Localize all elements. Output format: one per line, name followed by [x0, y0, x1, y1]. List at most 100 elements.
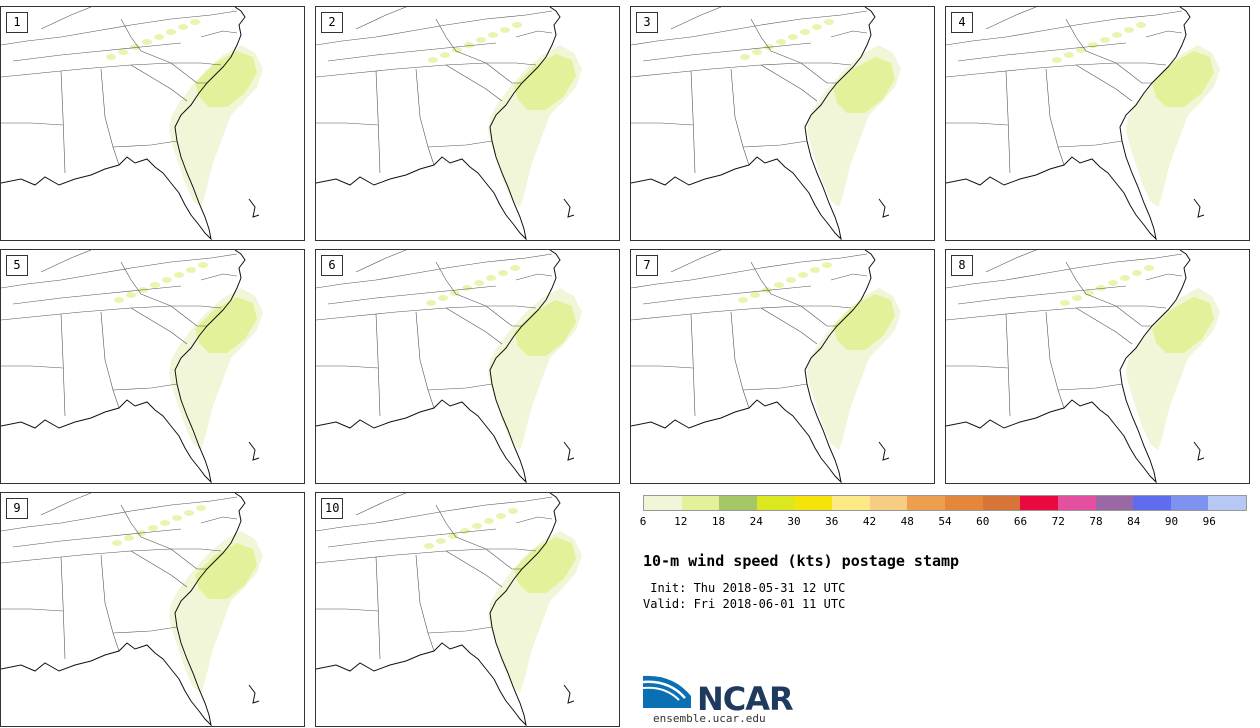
wind-patch — [448, 533, 458, 539]
member-panel-2: 2 — [315, 6, 620, 241]
colorbar-tick-label: 78 — [1089, 515, 1103, 528]
state-border — [120, 504, 172, 550]
state-border — [642, 42, 812, 62]
state-border — [800, 305, 837, 327]
island — [1193, 441, 1205, 461]
state-border — [750, 18, 802, 64]
state-border — [435, 261, 487, 307]
state-border — [946, 253, 1183, 289]
wind-patch — [190, 19, 200, 25]
website-label: ensemble.ucar.edu — [653, 712, 766, 725]
colorbar-segment — [1170, 496, 1209, 510]
state-border — [1057, 140, 1123, 148]
state-border — [1065, 261, 1117, 307]
state-border — [40, 493, 92, 516]
colorbar-ticks: 6 12 18 24 30 36 42 48 54 60 66 72 78 84 90 96 — [640, 515, 1247, 529]
state-border — [316, 62, 537, 78]
wind-patch — [154, 34, 164, 40]
wind-patch — [822, 262, 832, 268]
state-border — [415, 311, 435, 409]
state-border — [355, 493, 407, 516]
state-border — [957, 285, 1127, 305]
wind-patch — [496, 513, 506, 519]
coastline — [316, 493, 561, 726]
wind-patch — [1088, 42, 1098, 48]
coastline — [631, 250, 876, 483]
state-border — [375, 313, 381, 417]
wind-map — [1, 7, 263, 240]
state-border — [60, 556, 66, 660]
wind-patch — [440, 52, 450, 58]
wind-patch — [1112, 32, 1122, 38]
state-border — [985, 7, 1037, 30]
state-border — [670, 250, 722, 273]
wind-patch — [472, 523, 482, 529]
state-border — [631, 122, 694, 126]
island — [878, 441, 890, 461]
state-border — [642, 285, 812, 305]
island — [878, 198, 890, 218]
wind-map — [631, 250, 901, 483]
state-border — [375, 70, 381, 174]
wind-12-18kt-area — [1152, 51, 1214, 107]
state-border — [100, 554, 120, 652]
wind-12-18kt-area — [195, 543, 257, 599]
colorbar-tick-label: 54 — [938, 515, 952, 528]
state-border — [12, 42, 182, 62]
state-border — [1005, 313, 1011, 417]
state-border — [946, 122, 1009, 126]
colorbar-segment — [794, 496, 833, 510]
state-border — [1045, 311, 1065, 409]
wind-patch — [476, 37, 486, 43]
state-border — [1145, 30, 1183, 38]
state-border — [316, 122, 379, 126]
state-border — [316, 253, 553, 289]
state-border — [100, 68, 120, 166]
island — [563, 684, 575, 704]
state-border — [60, 70, 66, 174]
state-border — [631, 305, 852, 321]
state-border — [1115, 62, 1152, 84]
state-border — [355, 7, 407, 30]
wind-12-18kt-area — [833, 57, 895, 113]
wind-patch — [174, 272, 184, 278]
colorbar-tick-label: 72 — [1051, 515, 1065, 528]
coastline — [631, 7, 876, 240]
init-time: Init: Thu 2018-05-31 12 UTC — [643, 581, 846, 595]
colorbar-segment — [644, 496, 682, 510]
wind-patch — [1072, 295, 1082, 301]
wind-patch — [178, 24, 188, 30]
state-border — [316, 365, 379, 369]
wind-patch — [428, 57, 438, 63]
state-border — [355, 250, 407, 273]
state-border — [112, 140, 178, 148]
wind-12-18kt-area — [514, 537, 576, 593]
state-border — [1065, 18, 1117, 64]
colorbar-tick-label: 42 — [862, 515, 877, 528]
wind-patch — [752, 49, 762, 55]
wind-patch — [512, 22, 522, 28]
member-panel-10: 10 — [315, 492, 620, 727]
wind-patch — [114, 297, 124, 303]
state-border — [1, 253, 238, 289]
wind-patch — [162, 277, 172, 283]
state-border — [957, 42, 1127, 62]
wind-patch — [166, 29, 176, 35]
wind-patch — [774, 282, 784, 288]
state-border — [12, 528, 182, 548]
state-border — [445, 307, 503, 345]
wind-map — [316, 7, 582, 240]
colorbar-segment — [1020, 496, 1058, 510]
wind-patch — [1124, 27, 1134, 33]
wind-patch — [500, 27, 510, 33]
wind-patch — [426, 300, 436, 306]
state-border — [445, 64, 503, 102]
state-border — [427, 626, 493, 634]
state-border — [485, 305, 522, 327]
ncar-logo-icon — [643, 675, 691, 708]
wind-patch — [112, 540, 122, 546]
wind-patch — [126, 292, 136, 298]
wind-patch — [1136, 22, 1146, 28]
wind-patch — [438, 295, 448, 301]
colorbar-segment — [869, 496, 908, 510]
